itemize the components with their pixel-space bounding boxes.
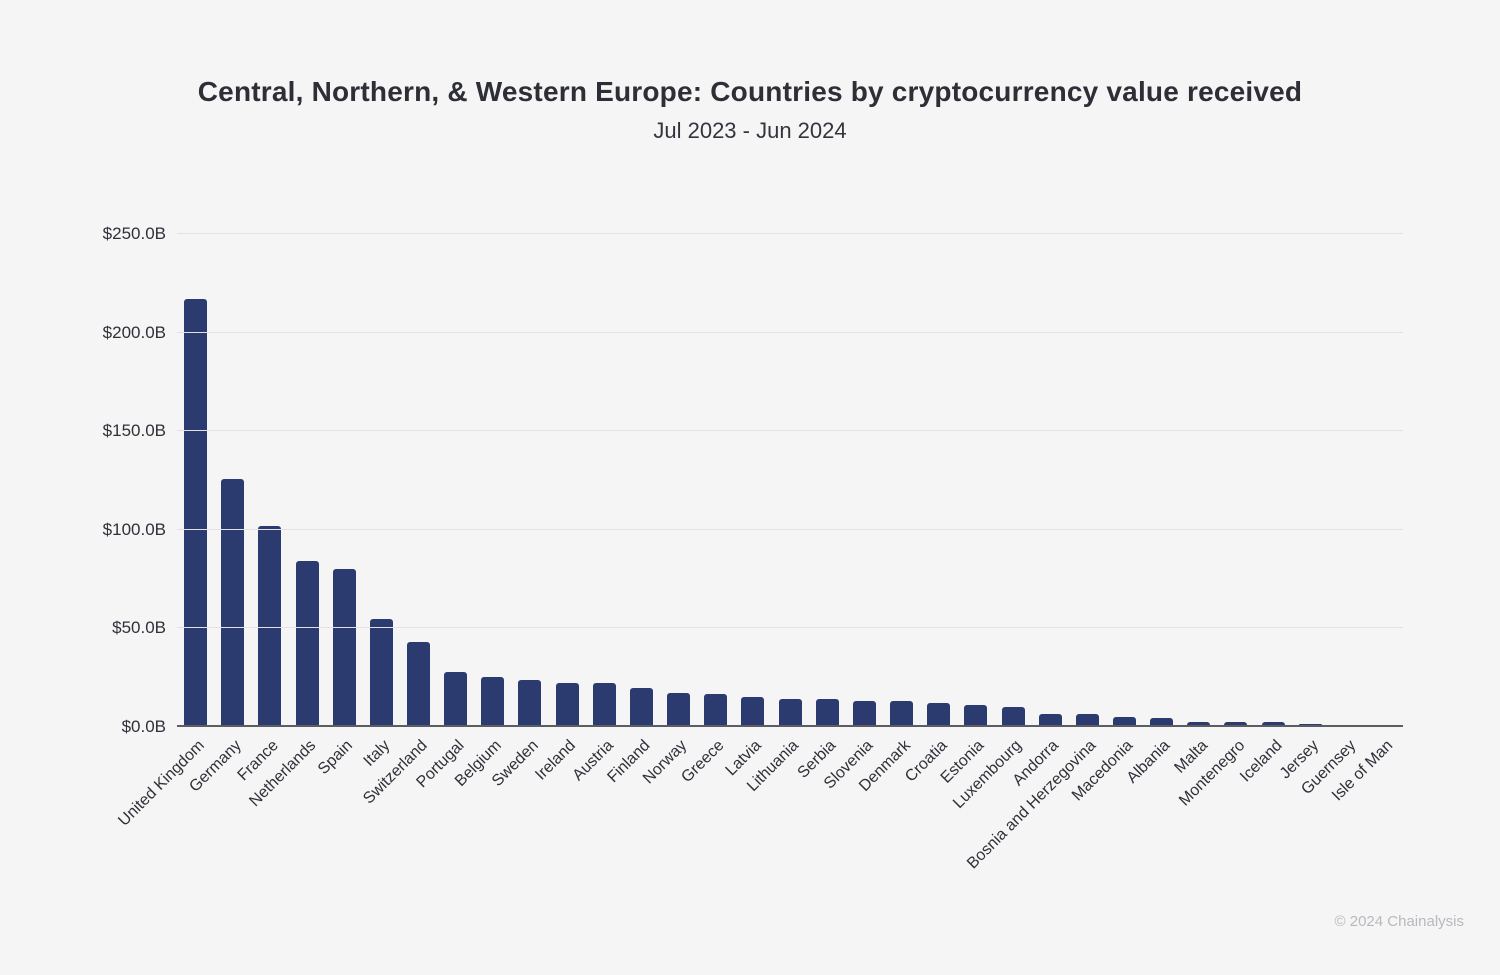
bar-slot: Iceland <box>1237 234 1292 786</box>
y-axis-tick-label: $100.0B <box>102 519 166 539</box>
bar-slot: Slovenia <box>821 234 883 792</box>
bar-slot: Serbia <box>795 234 846 782</box>
bar-slot: Croatia <box>902 234 957 785</box>
bar-slot: France <box>235 234 288 784</box>
gridline <box>177 233 1403 234</box>
bar-slot: Lithuania <box>744 234 809 795</box>
bar-slot: Jersey <box>1277 234 1329 782</box>
bar-andorra <box>1038 714 1062 725</box>
bar-croatia <box>927 702 951 725</box>
bar-slot: Norway <box>640 234 697 787</box>
bar-spain <box>332 568 356 725</box>
chart-title: Central, Northern, & Western Europe: Cou… <box>197 76 1303 107</box>
bar-slot: Denmark <box>856 234 920 795</box>
bar-slot: Switzerland <box>360 234 437 808</box>
x-axis-label: Ireland <box>532 737 580 784</box>
bar-slot: Macedonia <box>1069 234 1143 804</box>
bar-finland <box>629 687 653 725</box>
gridline <box>177 528 1403 530</box>
y-axis-tick-label: $50.0B <box>112 618 166 638</box>
bar-slot: Austria <box>569 234 623 784</box>
bar-slot: Andorra <box>1010 234 1069 789</box>
bar-greece <box>704 693 728 725</box>
gridline <box>177 627 1403 629</box>
bar-malta <box>1187 721 1211 725</box>
bar-sweden <box>518 679 542 725</box>
bar-slot: Italy <box>361 234 400 770</box>
bar-united-kingdom <box>184 298 208 725</box>
bar-bosnia-and-herzegovina <box>1075 714 1099 725</box>
y-axis-tick-label: $200.0B <box>102 322 166 342</box>
bar-slot: Portugal <box>414 234 474 791</box>
bar-estonia <box>964 704 988 725</box>
bar-jersey <box>1298 724 1322 725</box>
bar-italy <box>369 618 393 725</box>
y-axis-tick-label: $150.0B <box>102 421 166 441</box>
bar-netherlands <box>295 560 319 725</box>
bar-germany <box>221 478 245 725</box>
bar-france <box>258 526 282 725</box>
bar-slot: Luxembourg <box>950 234 1031 812</box>
bar-latvia <box>741 697 765 725</box>
x-axis-line <box>177 725 1403 727</box>
y-axis-tick-label: $250.0B <box>102 224 166 243</box>
bar-iceland <box>1261 722 1285 725</box>
bar-slot: Montenegro <box>1176 234 1254 809</box>
bar-slot: Greece <box>679 234 734 786</box>
bar-slot: Finland <box>604 234 660 786</box>
bar-montenegro <box>1224 722 1248 725</box>
bar-serbia <box>815 699 839 725</box>
bar-austria <box>592 682 616 725</box>
bar-slot: Albania <box>1124 234 1180 787</box>
x-axis-label: Spain <box>315 737 357 778</box>
chart-subtitle: Jul 2023 - Jun 2024 <box>653 118 847 143</box>
bar-slot: Isle of Man <box>1329 234 1403 804</box>
y-axis-tick-label: $0.0B <box>121 717 166 736</box>
bar-slot: Malta <box>1171 234 1217 777</box>
bar-portugal <box>444 671 468 725</box>
bar-denmark <box>890 701 914 725</box>
bar-slot: Netherlands <box>246 234 325 810</box>
bar-slot: Latvia <box>723 234 771 779</box>
bar-albania <box>1150 718 1174 725</box>
gridline <box>177 430 1403 432</box>
plot-area: United Kingdom Germany France Netherlands Sp… <box>103 224 1403 872</box>
bar-switzerland <box>407 641 431 725</box>
bar-slot: Guernsey <box>1298 234 1366 798</box>
bar-ireland <box>555 682 579 725</box>
bar-slot: Sweden <box>489 234 548 790</box>
bar-slovenia <box>852 701 876 725</box>
bars-container: United Kingdom Germany France Netherlands Sp… <box>115 234 1403 872</box>
bar-slot: United Kingdom <box>115 234 214 830</box>
bar-slot: Estonia <box>938 234 994 787</box>
gridline <box>177 331 1403 333</box>
bar-slot: Ireland <box>533 234 586 784</box>
bar-lithuania <box>778 699 802 725</box>
bar-norway <box>667 693 691 725</box>
bar-slot: Bosnia and Herzegovina <box>964 234 1106 872</box>
bar-slot: Spain <box>315 234 363 778</box>
bar-belgium <box>481 677 505 725</box>
copyright-text: © 2024 Chainalysis <box>1334 913 1464 930</box>
bar-macedonia <box>1112 716 1136 725</box>
bar-luxembourg <box>1001 707 1025 725</box>
bar-slot: Germany <box>186 234 251 796</box>
bar-slot: Belgium <box>452 234 511 790</box>
